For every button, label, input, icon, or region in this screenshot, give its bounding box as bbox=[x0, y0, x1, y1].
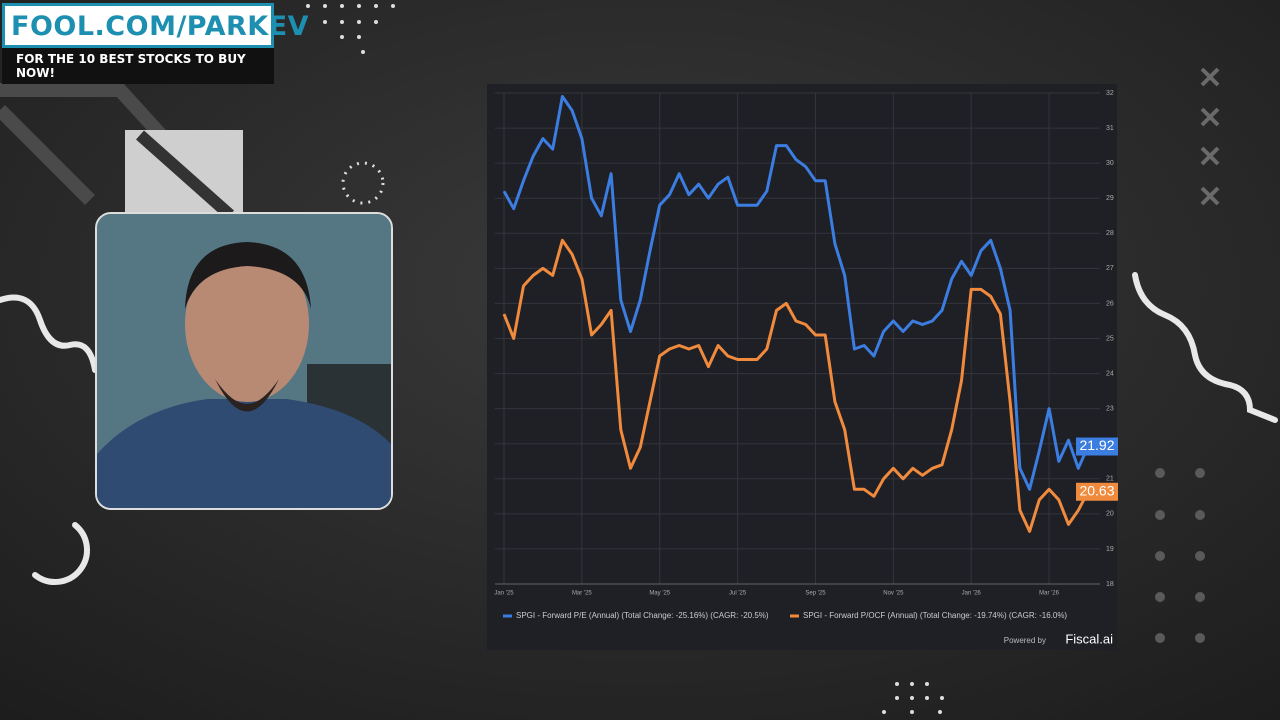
y-tick-label: 29 bbox=[1106, 195, 1114, 202]
end-label-box bbox=[1076, 482, 1118, 501]
promo-banner: FOOL.COM/PARKEV FOR THE 10 BEST STOCKS T… bbox=[2, 3, 309, 84]
y-tick-label: 25 bbox=[1106, 335, 1114, 342]
x-tick-label: Sep '25 bbox=[805, 591, 826, 597]
legend-label: SPGI - Forward P/E (Annual) (Total Chang… bbox=[516, 611, 769, 620]
webcam bbox=[95, 212, 393, 510]
presenter bbox=[97, 214, 391, 508]
footer-brand: Fiscal.ai bbox=[1065, 631, 1113, 646]
x-tick-label: Mar '25 bbox=[572, 591, 592, 597]
series-line bbox=[502, 238, 1090, 533]
series-line bbox=[502, 95, 1090, 491]
y-tick-label: 20 bbox=[1106, 511, 1114, 518]
x-tick-label: Mar '26 bbox=[1039, 591, 1059, 597]
y-tick-label: 21 bbox=[1106, 476, 1114, 483]
end-label-box bbox=[1076, 437, 1118, 456]
y-tick-label: 28 bbox=[1106, 230, 1114, 237]
x-tick-label: Jan '25 bbox=[494, 591, 514, 597]
y-tick-label: 27 bbox=[1106, 265, 1114, 272]
y-tick-label: 24 bbox=[1106, 370, 1114, 377]
y-tick-label: 26 bbox=[1106, 300, 1114, 307]
end-value-label: 20.63 bbox=[1079, 482, 1114, 498]
y-tick-label: 23 bbox=[1106, 405, 1114, 412]
end-value-label: 21.92 bbox=[1079, 437, 1114, 453]
x-tick-label: Jul '25 bbox=[729, 591, 747, 597]
chart-panel bbox=[487, 84, 1117, 650]
x-tick-label: Jan '26 bbox=[962, 591, 982, 597]
x-tick-label: Nov '25 bbox=[883, 591, 904, 597]
x-tick-label: May '25 bbox=[649, 591, 670, 597]
legend-label: SPGI - Forward P/OCF (Annual) (Total Cha… bbox=[803, 611, 1067, 620]
y-tick-label: 30 bbox=[1106, 160, 1114, 167]
footer-prefix: Powered by bbox=[1004, 636, 1046, 645]
banner-subtitle: FOR THE 10 BEST STOCKS TO BUY NOW! bbox=[2, 48, 274, 84]
y-tick-label: 18 bbox=[1106, 581, 1114, 588]
y-tick-label: 31 bbox=[1106, 125, 1114, 132]
y-tick-label: 19 bbox=[1106, 546, 1114, 553]
y-tick-label: 32 bbox=[1106, 90, 1114, 97]
banner-title: FOOL.COM/PARKEV bbox=[2, 3, 309, 48]
